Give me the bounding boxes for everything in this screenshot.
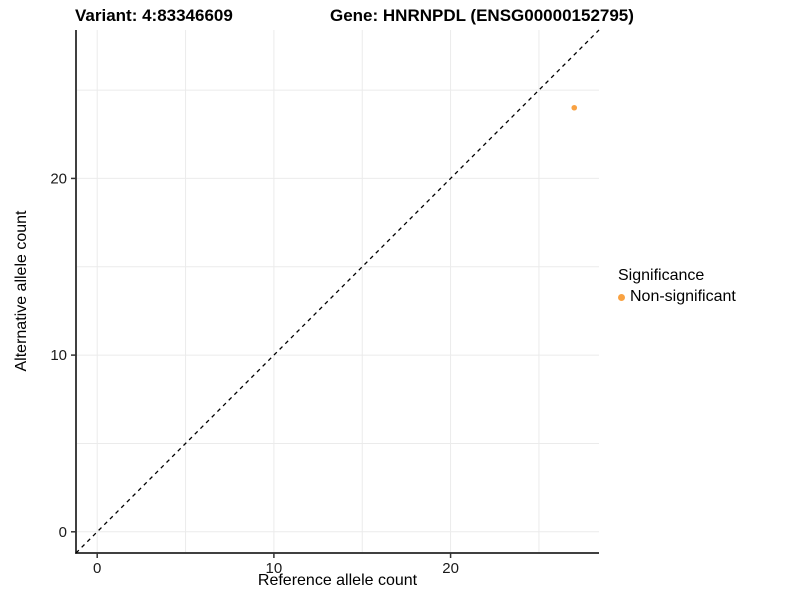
data-point-layer	[571, 104, 578, 111]
axis-layer	[75, 30, 599, 554]
y-tick-label: 10	[50, 347, 67, 364]
x-tick-label: 0	[93, 560, 101, 577]
tick-layer: 0 10 20 0 10 20	[50, 170, 459, 577]
data-point	[571, 104, 578, 111]
x-tick-label: 20	[442, 560, 459, 577]
x-tick-label: 10	[266, 560, 283, 577]
y-axis-title: Alternative allele count	[13, 210, 30, 372]
y-tick-label: 0	[59, 524, 67, 541]
y-tick-label: 20	[50, 170, 67, 187]
grid-layer	[76, 30, 599, 553]
gene-title: Gene: HNRNPDL (ENSG00000152795)	[330, 6, 634, 25]
identity-line-layer	[75, 29, 600, 554]
identity-line	[75, 29, 600, 554]
legend-item-label: Non-significant	[630, 288, 736, 305]
x-axis-title: Reference allele count	[257, 572, 418, 589]
legend-item-non-significant: Non-significant	[618, 288, 736, 306]
legend-title: Significance	[618, 267, 705, 284]
legend: Significance Non-significant	[618, 267, 736, 306]
legend-point-icon	[618, 293, 625, 301]
variant-title: Variant: 4:83346609	[75, 6, 233, 25]
